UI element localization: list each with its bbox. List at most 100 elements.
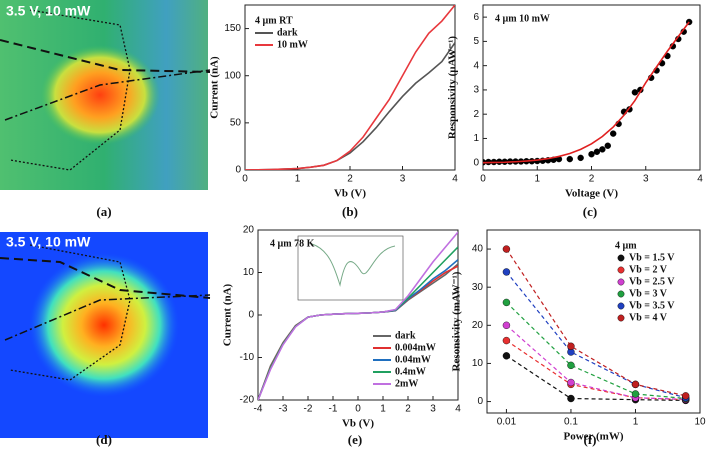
legend-label: Vb = 1.5 V	[629, 252, 675, 263]
y-tick-label: 0	[248, 310, 254, 321]
plot-area	[502, 245, 690, 405]
y-tick-label: 3	[473, 85, 479, 96]
series-line	[506, 324, 686, 400]
y-tick-label: -10	[240, 352, 255, 363]
x-tick-label: 4	[697, 174, 703, 185]
series-line	[505, 248, 686, 397]
x-tick-label: -2	[304, 404, 313, 415]
y-tick-label: 2	[473, 109, 479, 120]
legend-label: 0.004mW	[395, 342, 436, 353]
legend-label: 10 mW	[277, 39, 308, 50]
y-axis-label: Current (nA)	[209, 56, 221, 119]
legend-label: 0.04mW	[395, 354, 431, 365]
legend-marker	[617, 302, 625, 310]
x-tick-label: 3	[643, 174, 649, 185]
x-tick-label: 0	[480, 174, 486, 185]
series-line	[506, 355, 686, 402]
data-point	[567, 342, 575, 350]
legend-label: 2mW	[395, 378, 418, 389]
data-point	[610, 130, 617, 137]
y-tick-label: 10	[472, 358, 484, 369]
data-point	[631, 89, 639, 96]
x-tick-label: 0.01	[497, 417, 517, 428]
legend-marker	[617, 278, 625, 286]
y-tick-label: 40	[472, 244, 484, 255]
annotation: 4 µm 10 mW	[495, 13, 550, 24]
data-point	[502, 245, 511, 253]
y-axis-label: Current (nA)	[222, 283, 234, 346]
y-tick-label: 1	[473, 133, 479, 144]
legend-marker	[617, 290, 625, 298]
x-axis-label: Vb (V)	[342, 418, 374, 430]
x-tick-label: 4	[452, 174, 458, 185]
legend-label: Vb = 2 V	[629, 264, 668, 275]
panel-label: (c)	[583, 204, 597, 219]
inset-curves	[311, 243, 396, 287]
image-d	[0, 232, 211, 438]
y-tick-label: 20	[243, 225, 255, 236]
x-tick-label: 1	[633, 417, 639, 428]
y-axis-label: Resonsivity (mAW⁻¹)	[451, 271, 463, 371]
x-tick-label: -3	[279, 404, 288, 415]
panel-label: (e)	[348, 432, 362, 447]
legend-title: 4 µm RT	[255, 15, 293, 26]
annotation: 4 µm 78 K	[270, 238, 315, 249]
y-tick-label: 0	[477, 396, 483, 407]
y-tick-label: 4	[473, 60, 479, 71]
y-tick-label: 6	[473, 12, 479, 23]
panel-label: (d)	[96, 432, 112, 447]
x-tick-label: 1	[380, 404, 386, 415]
data-point	[567, 378, 575, 387]
data-point	[599, 146, 606, 153]
plot-area	[245, 5, 455, 170]
y-tick-label: 0	[473, 157, 479, 168]
y-tick-label: 100	[224, 70, 241, 81]
legend-label: 0.4mW	[395, 366, 426, 377]
series-line	[505, 271, 686, 399]
legend-marker	[617, 266, 625, 274]
y-tick-label: 5	[473, 36, 479, 47]
data-point	[604, 142, 611, 149]
plot-area	[258, 231, 458, 400]
x-tick-label: 3	[400, 174, 406, 185]
image-annotation: 3.5 V, 10 mW	[6, 3, 91, 19]
series-line	[245, 5, 455, 170]
legend-label: Vb = 3.5 V	[629, 300, 675, 311]
x-tick-label: -1	[329, 404, 338, 415]
data-point	[502, 298, 511, 307]
data-point	[502, 336, 511, 345]
legend-marker	[617, 314, 625, 322]
data-point	[588, 151, 595, 158]
y-tick-label: 0	[235, 165, 241, 176]
y-axis-label: Responsivity (µAW⁻¹)	[447, 36, 459, 139]
legend-label: dark	[277, 27, 298, 38]
y-tick-label: 20	[472, 320, 484, 331]
y-tick-label: 30	[472, 282, 484, 293]
plot-area	[483, 18, 693, 166]
x-axis-label: Vb (V)	[334, 188, 366, 200]
x-tick-label: 0	[242, 174, 248, 185]
x-tick-label: 2	[589, 174, 595, 185]
series-line	[506, 302, 686, 400]
y-tick-label: 10	[243, 267, 255, 278]
x-tick-label: -4	[254, 404, 263, 415]
x-tick-label: 1	[295, 174, 301, 185]
data-point	[502, 268, 511, 276]
y-tick-label: 150	[224, 23, 241, 34]
legend-label: dark	[395, 330, 416, 341]
legend-marker	[617, 254, 625, 262]
series-line	[258, 231, 458, 400]
data-point	[566, 155, 573, 163]
x-axis-label: Power (mW)	[564, 431, 624, 443]
panel-label: (a)	[96, 204, 111, 219]
y-tick-label: -20	[240, 395, 255, 406]
series-line	[483, 21, 690, 164]
data-point	[681, 392, 690, 400]
x-tick-label: 0.1	[564, 417, 578, 428]
data-point	[593, 148, 601, 156]
data-point	[567, 394, 575, 403]
y-tick-label: 50	[230, 117, 242, 128]
x-tick-label: 2	[347, 174, 353, 185]
legend-label: Vb = 4 V	[629, 312, 668, 323]
image-annotation: 3.5 V, 10 mW	[6, 234, 91, 250]
